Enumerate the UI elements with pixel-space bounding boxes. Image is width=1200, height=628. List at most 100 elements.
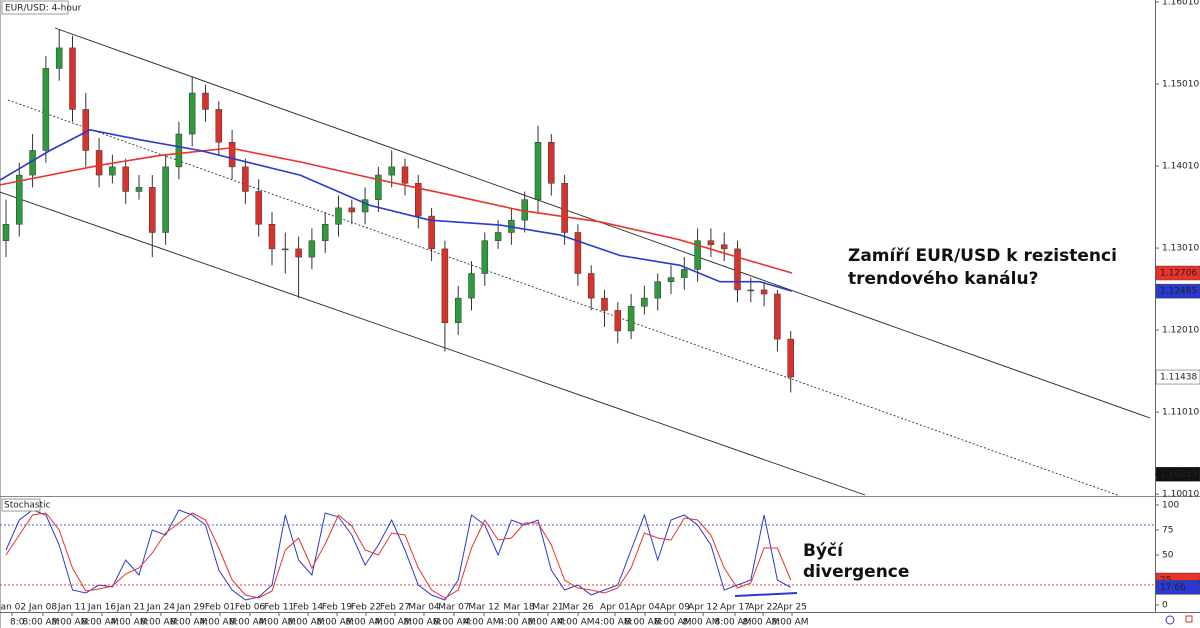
y-tick-label: 1.10010 — [1162, 490, 1199, 500]
candle-body — [614, 310, 622, 332]
candle-body — [295, 248, 302, 258]
x-tick-label: Jan 11 — [57, 603, 86, 613]
x-time-label: 4:00 AM — [375, 618, 412, 628]
annotation: Býčí — [803, 541, 844, 561]
x-time-label: 8:00 AM — [82, 618, 119, 628]
candle-body — [361, 199, 369, 213]
candle-body — [441, 248, 449, 323]
candle-body — [375, 174, 382, 200]
indicator-tag-bg — [1155, 580, 1200, 595]
x-time-label: 4:00 AM — [595, 618, 632, 628]
x-tick-label: Mar 26 — [562, 603, 594, 613]
divergence-line — [734, 592, 798, 597]
x-tick-label: Feb 14 — [293, 603, 324, 613]
y-tick-label: 1.11010 — [1162, 408, 1199, 418]
price-tag: 1.12485 — [1160, 287, 1197, 297]
x-tick-label: Mar 21 — [532, 603, 563, 613]
line-series — [0, 129, 793, 292]
x-tick-label: Jan 08 — [28, 603, 57, 613]
x-tick-label: Mar 12 — [468, 603, 499, 613]
channel-mid — [7, 99, 1121, 497]
candle-body — [2, 224, 10, 241]
candle-body — [321, 224, 329, 241]
candle-body — [162, 166, 169, 233]
price-marker-tag-bg — [1155, 466, 1200, 482]
candle-body — [268, 224, 276, 250]
y-tick-label: 1.15010 — [1162, 80, 1199, 90]
y-tick-label: 50 — [1162, 551, 1174, 561]
x-time-label: 4:00 AM — [498, 618, 535, 628]
x-tick-label: Jan 16 — [87, 603, 116, 613]
x-time-label: 8:00 AM — [743, 618, 780, 628]
candle-body — [587, 273, 595, 299]
candle-body — [654, 281, 661, 299]
candle-body — [641, 297, 648, 307]
candle-body — [494, 232, 502, 241]
y-tick-label: 1.13010 — [1162, 244, 1199, 254]
line-series — [0, 147, 793, 274]
candle-body — [228, 141, 236, 168]
x-time-label: 8:00 AM — [22, 618, 59, 628]
y-tick-label: 1.12010 — [1162, 326, 1199, 336]
x-time-label: 8:00 AM — [772, 618, 809, 628]
x-tick-label: Mar 04 — [408, 603, 440, 613]
candle-body — [42, 68, 50, 151]
channel-lower — [0, 191, 866, 496]
link-icon[interactable] — [1165, 615, 1175, 625]
x-tick-label: Jan 02 — [0, 603, 26, 613]
candle-body — [468, 273, 475, 299]
x-time-label: 8:00 AM — [288, 618, 325, 628]
candle-body — [242, 166, 249, 192]
candle-body — [481, 240, 489, 274]
line-series — [5, 512, 792, 599]
candle-body — [627, 306, 635, 332]
indicator-tag: 17.66 — [1160, 583, 1186, 593]
candle-body — [534, 141, 542, 200]
candle-body — [16, 174, 23, 225]
x-time-label: 8:00 AM — [714, 618, 751, 628]
candle-body — [694, 240, 701, 270]
candle-body — [561, 183, 568, 233]
annotation: trendového kanálu? — [848, 269, 1038, 289]
indicator-box — [1, 498, 41, 512]
annotation: Zamíří EUR/USD k rezistenci — [848, 246, 1117, 266]
last-price-tag-bg — [1155, 369, 1200, 385]
candle-body — [308, 240, 316, 258]
candle-body — [720, 244, 728, 250]
title-box — [1, 0, 69, 15]
x-time-label: 8:00 AM — [317, 618, 354, 628]
x-time-label: 8:00 AM — [230, 618, 267, 628]
indicator-title: Stochastic — [4, 501, 51, 511]
settings-icon[interactable] — [1185, 615, 1193, 623]
x-time-label: 4:00 AM — [111, 618, 148, 628]
candle-body — [787, 338, 794, 378]
x-time-label: 8:00 AM — [404, 618, 441, 628]
candle-body — [601, 297, 608, 311]
x-time-label: 8:00 AM — [433, 618, 470, 628]
candle-body — [55, 47, 63, 69]
y-tick-label: 1.14010 — [1162, 162, 1199, 172]
x-tick-label: Feb 06 — [235, 603, 266, 613]
x-tick-label: Jan 24 — [146, 603, 175, 613]
candle-body — [428, 215, 435, 250]
x-tick-label: Feb 19 — [322, 603, 353, 613]
x-time-label: 4:00 AM — [558, 618, 595, 628]
candle-body — [215, 109, 223, 143]
candle-body — [69, 47, 76, 110]
candle-body — [548, 141, 555, 184]
x-tick-label: Apr 22 — [748, 603, 778, 613]
candle-body — [109, 166, 116, 176]
candle-body — [707, 240, 715, 246]
price-marker-tag: 1.10253 — [1160, 470, 1197, 480]
candle-body — [202, 92, 209, 110]
candle-body — [401, 166, 409, 184]
x-time-label: 8:0 — [10, 618, 25, 628]
x-time-label: 8:00 AM — [683, 618, 720, 628]
x-tick-label: Feb 27 — [380, 603, 410, 613]
x-tick-label: Feb 22 — [351, 603, 381, 613]
x-tick-label: Apr 04 — [630, 603, 660, 613]
candle-body — [95, 150, 103, 176]
candle-body — [734, 248, 741, 291]
